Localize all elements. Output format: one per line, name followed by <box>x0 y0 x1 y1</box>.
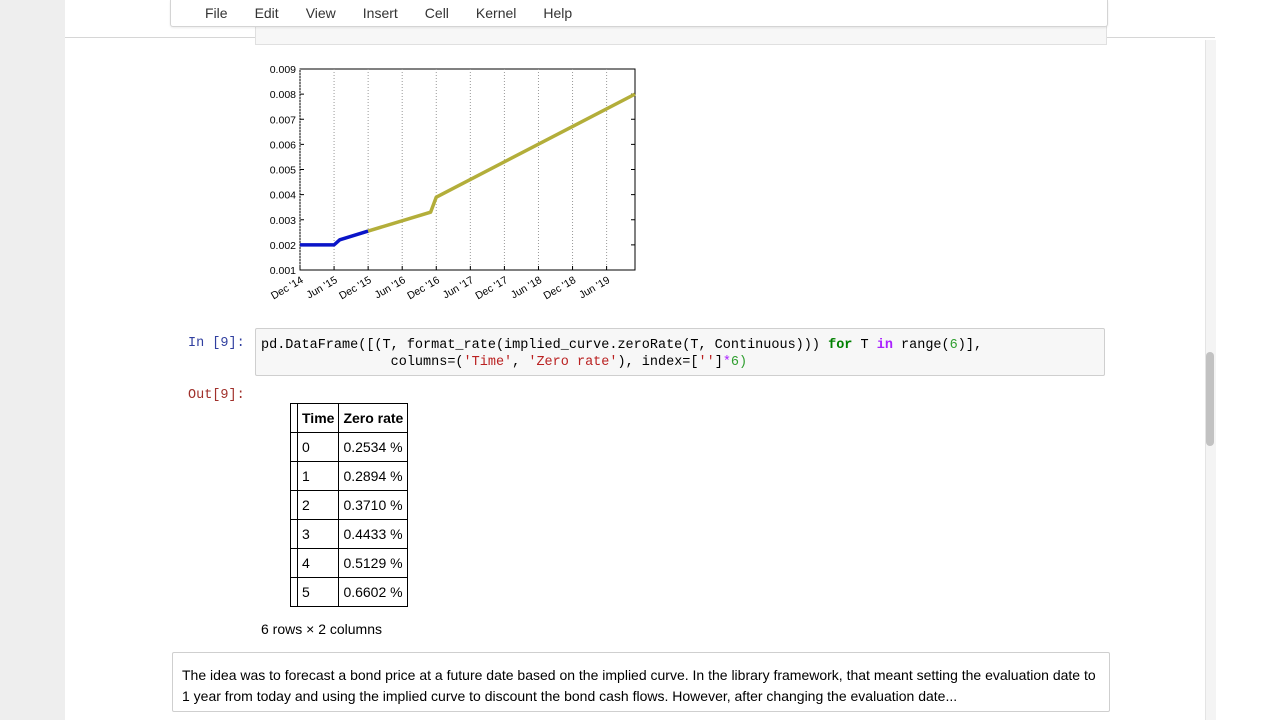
data-line <box>300 229 369 247</box>
code-token: columns=( <box>261 355 464 370</box>
menu-item[interactable]: Insert <box>362 5 398 21</box>
code-token: for <box>828 338 853 353</box>
table-cell: 0 <box>296 432 340 462</box>
background <box>0 0 65 720</box>
index-cell <box>290 577 298 607</box>
output-prompt: Out[9]: <box>188 388 245 403</box>
y-tick-label: 0.007 <box>270 114 296 126</box>
menu-item[interactable]: Kernel <box>475 5 517 21</box>
data-line <box>367 92 636 233</box>
table-cell: 0.2894 % <box>338 461 409 491</box>
table-cell: 3 <box>296 519 340 549</box>
code-cell[interactable]: pd.DataFrame([(T, format_rate(implied_cu… <box>255 328 1105 376</box>
menu-bar: File Edit View Insert Cell Kernel Help <box>170 0 1108 27</box>
column-header: Zero rate <box>338 403 409 433</box>
x-tick-label: Dec '16 <box>405 274 442 302</box>
x-tick-label: Dec '18 <box>541 274 578 302</box>
table-row: 0 0.2534 % <box>290 432 409 462</box>
menu-item[interactable]: Edit <box>254 5 279 21</box>
code-token: pd.DataFrame([(T, format_rate(implied_cu… <box>261 338 829 353</box>
table-cell: 5 <box>296 577 340 607</box>
index-header <box>290 403 298 433</box>
code-token: 6 <box>730 355 740 370</box>
y-tick-label: 0.002 <box>270 240 296 252</box>
input-prompt: In [9]: <box>188 336 245 351</box>
code-token: 'Zero rate' <box>528 355 618 370</box>
code-token: )], <box>957 338 983 353</box>
shape-note: 6 rows × 2 columns <box>261 621 382 637</box>
index-cell <box>290 432 298 462</box>
index-cell <box>290 490 298 520</box>
code-token: '' <box>698 355 715 370</box>
chart: 0.001 0.002 0.003 0.004 0.005 0.006 0.007 0.008… <box>269 64 636 302</box>
table-cell: 0.6602 % <box>338 577 409 607</box>
code-token: ) <box>739 355 748 370</box>
y-tick-label: 0.004 <box>270 190 296 202</box>
y-tick-label: 0.009 <box>270 64 296 76</box>
table-cell: 0.4433 % <box>338 519 409 549</box>
menu-item[interactable]: View <box>305 5 336 21</box>
plot-area <box>299 68 636 271</box>
markdown-cell[interactable]: The idea was to forecast a bond price at… <box>172 652 1110 712</box>
y-tick-label: 0.003 <box>270 215 296 227</box>
table-row: 3 0.4433 % <box>290 519 409 549</box>
index-cell <box>290 548 298 578</box>
x-tick-label: Dec '14 <box>269 274 306 302</box>
table-row: 2 0.3710 % <box>290 490 409 520</box>
code-token: ] <box>714 355 723 370</box>
table-row: 5 0.6602 % <box>290 577 409 607</box>
y-tick-label: 0.001 <box>270 265 296 277</box>
y-tick-label: 0.006 <box>270 139 296 151</box>
table-cell: 2 <box>296 490 340 520</box>
table-cell: 0.2534 % <box>338 432 409 462</box>
table-cell: 0.3710 % <box>338 490 409 520</box>
y-tick-label: 0.008 <box>270 89 296 101</box>
code-token: 'Time' <box>463 355 513 370</box>
index-cell <box>290 461 298 491</box>
table-cell: 4 <box>296 548 340 578</box>
dataframe: Time Zero rate 0 0.2534 % 1 0.2894 % 2 0.3710 %… <box>290 403 409 607</box>
x-tick-label: Dec '15 <box>337 274 374 302</box>
code-token: range( <box>892 338 950 353</box>
header-row: Time Zero rate <box>290 403 409 433</box>
code-token: 6 <box>949 338 958 353</box>
scroll-thumb[interactable] <box>1206 352 1214 446</box>
code-line: pd.DataFrame([(T, format_rate(implied_cu… <box>261 337 1099 354</box>
x-tick-label: Dec '17 <box>473 274 510 302</box>
code-line: columns=('Time', 'Zero rate'), index=[''… <box>261 354 1099 371</box>
y-tick-label: 0.005 <box>270 165 296 177</box>
code-token: , <box>512 355 529 370</box>
index-cell <box>290 519 298 549</box>
x-tick-label: Jun '19 <box>577 274 612 301</box>
table-cell: 0.5129 % <box>338 548 409 578</box>
column-header: Time <box>296 403 340 433</box>
code-token: in <box>876 338 893 353</box>
x-tick-label: Jun '18 <box>509 274 544 301</box>
x-tick-label: Jun '15 <box>305 274 340 301</box>
x-tick-label: Jun '17 <box>441 274 476 301</box>
menu-item[interactable]: File <box>205 5 228 21</box>
table-row: 1 0.2894 % <box>290 461 409 491</box>
x-tick-label: Jun '16 <box>373 274 408 301</box>
code-token: * <box>722 355 731 370</box>
code-token: T <box>852 338 877 353</box>
table-row: 4 0.5129 % <box>290 548 409 578</box>
table-cell: 1 <box>296 461 340 491</box>
menu-item[interactable]: Help <box>543 5 573 21</box>
menu-item[interactable]: Cell <box>424 5 449 21</box>
code-token: ), index=[ <box>617 355 699 370</box>
